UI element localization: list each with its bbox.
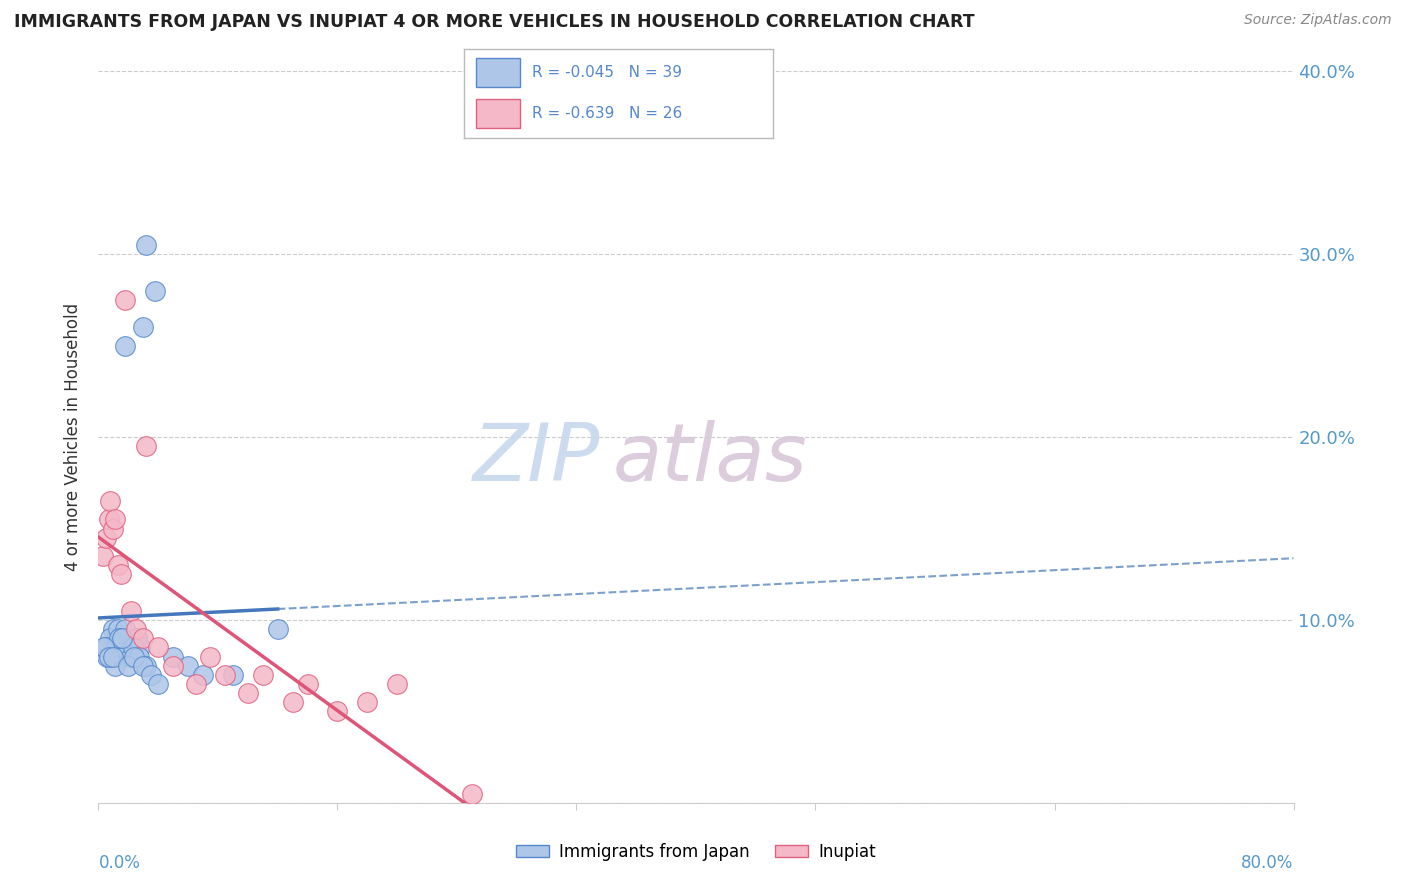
- Text: atlas: atlas: [613, 420, 807, 498]
- Point: [98, 494, 122, 508]
- Point: [200, 649, 222, 664]
- Point: [461, 787, 484, 801]
- Bar: [477, 58, 520, 87]
- Point: [94, 531, 117, 545]
- Point: [132, 632, 155, 646]
- Point: [356, 695, 378, 709]
- Point: [214, 667, 236, 681]
- Point: [117, 658, 139, 673]
- Point: [114, 293, 136, 307]
- Point: [297, 677, 319, 691]
- Text: 80.0%: 80.0%: [1241, 854, 1294, 872]
- Point: [191, 667, 214, 681]
- Point: [135, 439, 157, 453]
- Point: [124, 649, 146, 664]
- Point: [120, 649, 142, 664]
- Point: [103, 649, 125, 664]
- Point: [94, 640, 117, 655]
- Text: R = -0.639   N = 26: R = -0.639 N = 26: [531, 106, 682, 120]
- Point: [121, 640, 143, 655]
- Point: [107, 622, 129, 636]
- Point: [281, 695, 304, 709]
- Point: [162, 658, 184, 673]
- Point: [91, 549, 114, 563]
- Text: 0.0%: 0.0%: [98, 854, 141, 872]
- Point: [97, 512, 120, 526]
- Point: [96, 649, 118, 664]
- Point: [125, 622, 148, 636]
- Point: [162, 649, 184, 664]
- Point: [139, 667, 162, 681]
- Point: [222, 667, 245, 681]
- Point: [117, 632, 139, 646]
- Point: [148, 677, 170, 691]
- Text: ZIP: ZIP: [472, 420, 600, 498]
- Point: [132, 320, 155, 334]
- Point: [252, 667, 274, 681]
- Point: [148, 640, 170, 655]
- Point: [103, 622, 125, 636]
- Point: [103, 640, 125, 655]
- Legend: Immigrants from Japan, Inupiat: Immigrants from Japan, Inupiat: [509, 837, 883, 868]
- Point: [129, 640, 152, 655]
- Point: [104, 512, 127, 526]
- Point: [132, 658, 155, 673]
- Point: [104, 658, 127, 673]
- Point: [93, 640, 115, 655]
- Point: [120, 604, 142, 618]
- Point: [110, 649, 132, 664]
- Point: [385, 677, 409, 691]
- Point: [114, 622, 136, 636]
- Point: [107, 558, 129, 573]
- Point: [135, 238, 157, 252]
- Point: [111, 632, 134, 646]
- Point: [135, 658, 157, 673]
- Point: [326, 705, 349, 719]
- Point: [101, 649, 124, 664]
- Point: [114, 338, 136, 352]
- Point: [110, 632, 132, 646]
- Point: [125, 632, 148, 646]
- Point: [267, 622, 290, 636]
- Point: [110, 567, 132, 582]
- Text: Source: ZipAtlas.com: Source: ZipAtlas.com: [1244, 13, 1392, 28]
- Point: [128, 649, 150, 664]
- Point: [103, 521, 125, 535]
- Point: [184, 677, 207, 691]
- Point: [127, 632, 149, 646]
- Point: [98, 632, 122, 646]
- Text: R = -0.045   N = 39: R = -0.045 N = 39: [531, 65, 682, 79]
- Y-axis label: 4 or more Vehicles in Household: 4 or more Vehicles in Household: [65, 303, 83, 571]
- Point: [97, 649, 120, 664]
- Bar: [477, 99, 520, 128]
- Point: [143, 284, 166, 298]
- Point: [236, 686, 259, 700]
- Point: [177, 658, 200, 673]
- Point: [105, 640, 128, 655]
- Text: IMMIGRANTS FROM JAPAN VS INUPIAT 4 OR MORE VEHICLES IN HOUSEHOLD CORRELATION CHA: IMMIGRANTS FROM JAPAN VS INUPIAT 4 OR MO…: [14, 13, 974, 31]
- Point: [108, 632, 131, 646]
